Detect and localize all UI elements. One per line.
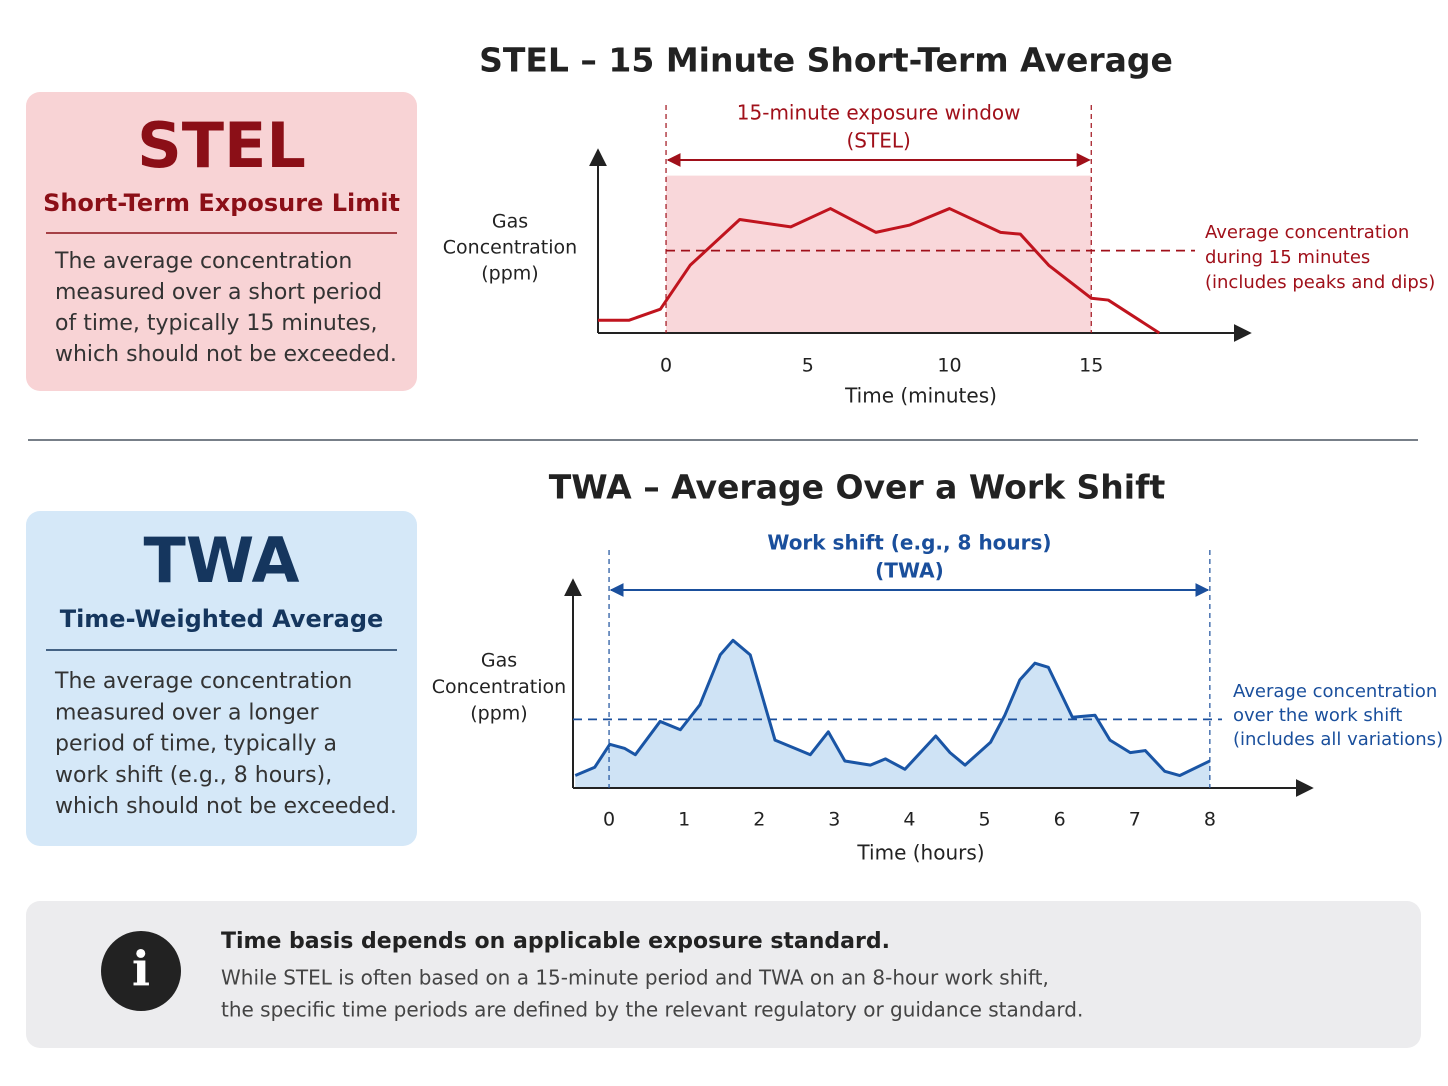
- average-label: Average concentration: [1205, 222, 1409, 243]
- y-axis-label: (ppm): [481, 263, 538, 285]
- chart-title: STEL – 15 Minute Short-Term Average: [479, 41, 1173, 80]
- card-text: work shift (e.g., 8 hours),: [55, 763, 332, 788]
- x-tick-label: 5: [979, 809, 991, 831]
- card-text: which should not be exceeded.: [55, 794, 397, 819]
- card-title: STEL: [137, 109, 306, 182]
- x-tick-label: 2: [753, 809, 765, 831]
- card: [26, 511, 417, 846]
- area-fill: [575, 640, 1210, 788]
- note-text: the specific time periods are defined by…: [221, 998, 1083, 1022]
- card-subtitle: Time-Weighted Average: [60, 605, 384, 633]
- x-tick-label: 1: [678, 809, 690, 831]
- x-tick-label: 0: [660, 355, 672, 377]
- card-text: The average concentration: [54, 249, 352, 274]
- x-tick-label: 10: [937, 355, 961, 377]
- x-tick-label: 0: [603, 809, 615, 831]
- x-tick-label: 3: [828, 809, 840, 831]
- x-axis-label: Time (hours): [856, 841, 984, 865]
- y-axis-label: Concentration: [443, 237, 577, 259]
- data-line: [598, 207, 1161, 335]
- average-label: Average concentration: [1233, 681, 1437, 702]
- card-title: TWA: [144, 524, 300, 597]
- x-tick-label: 8: [1204, 809, 1216, 831]
- card-text: of time, typically 15 minutes,: [55, 311, 377, 336]
- average-label: during 15 minutes: [1205, 247, 1370, 268]
- card-text: which should not be exceeded.: [55, 342, 397, 367]
- info-icon: i: [132, 942, 150, 998]
- card-subtitle: Short-Term Exposure Limit: [43, 189, 400, 217]
- chart-title: TWA – Average Over a Work Shift: [549, 468, 1166, 507]
- window-label: (STEL): [846, 129, 910, 153]
- x-tick-label: 15: [1079, 355, 1103, 377]
- average-label: (includes peaks and dips): [1205, 272, 1435, 293]
- card-text: measured over a longer: [55, 700, 319, 725]
- y-axis-label: Concentration: [432, 676, 566, 698]
- y-axis-label: Gas: [492, 211, 528, 233]
- x-tick-label: 5: [802, 355, 814, 377]
- average-label: (includes all variations): [1233, 729, 1443, 750]
- note-box: [26, 901, 1421, 1048]
- card-text: period of time, typically a: [55, 732, 337, 757]
- x-tick-label: 7: [1129, 809, 1141, 831]
- x-tick-label: 6: [1054, 809, 1066, 831]
- info-icon-circle: [101, 931, 181, 1011]
- window-label: (TWA): [875, 559, 944, 583]
- window-label: 15-minute exposure window: [737, 101, 1021, 125]
- card-text: measured over a short period: [55, 280, 382, 305]
- window-shade: [666, 175, 1092, 333]
- y-axis-label: Gas: [481, 650, 517, 672]
- x-tick-label: 4: [903, 809, 915, 831]
- x-axis-label: Time (minutes): [844, 384, 997, 408]
- average-label: over the work shift: [1233, 705, 1402, 726]
- window-label: Work shift (e.g., 8 hours): [767, 531, 1051, 555]
- y-axis-label: (ppm): [470, 703, 527, 725]
- card: [26, 92, 417, 391]
- card-text: The average concentration: [54, 669, 352, 694]
- data-line: [574, 638, 1211, 778]
- note-title: Time basis depends on applicable exposur…: [221, 929, 890, 954]
- note-text: While STEL is often based on a 15-minute…: [221, 966, 1049, 990]
